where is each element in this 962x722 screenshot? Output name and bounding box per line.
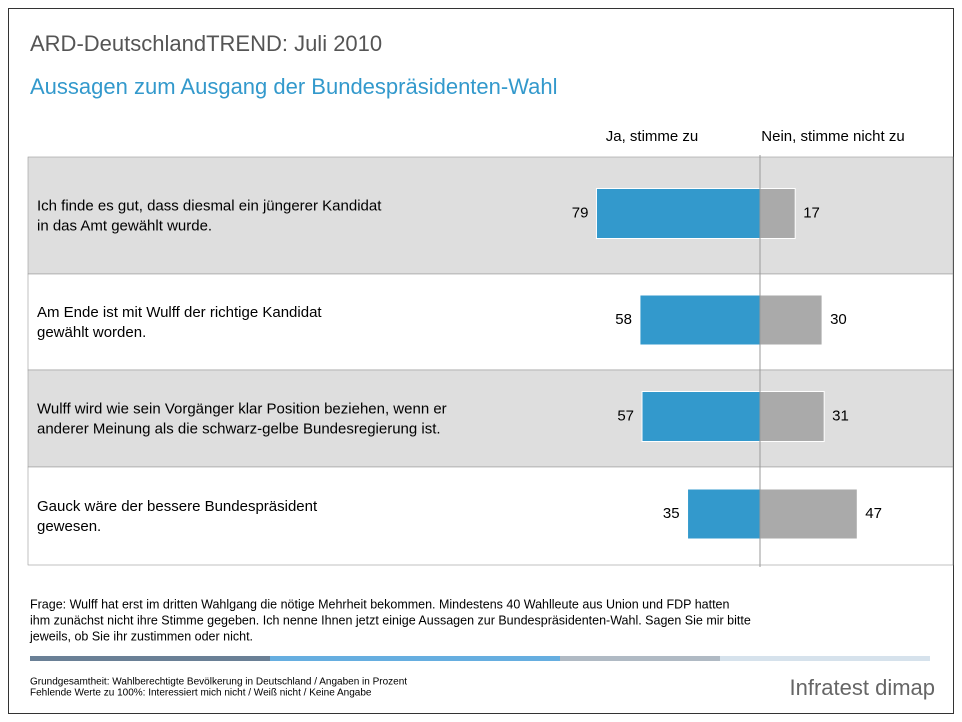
bar (639, 294, 761, 346)
value-label: 47 (865, 505, 882, 522)
category-label: gewesen. (37, 518, 101, 535)
category-label: Am Ende ist mit Wulff der richtige Kandi… (37, 304, 322, 321)
bar (759, 488, 858, 540)
legend-label: Nein, stimme nicht zu (761, 128, 904, 145)
bar (759, 391, 825, 442)
bar (759, 188, 796, 239)
value-label: 31 (832, 407, 849, 424)
category-label: Ich finde es gut, dass diesmal ein jünge… (37, 197, 382, 214)
question-text: Frage: Wulff hat erst im dritten Wahlgan… (30, 597, 729, 611)
category-label: Wulff wird wie sein Vorgänger klar Posit… (37, 400, 447, 417)
question-text: jeweils, ob Sie ihr zustimmen oder nicht… (29, 629, 253, 643)
value-label: 79 (572, 204, 589, 221)
bar (687, 488, 761, 540)
value-label: 30 (830, 311, 847, 328)
chart-subtitle: Aussagen zum Ausgang der Bundespräsident… (30, 74, 558, 99)
footnote: Fehlende Werte zu 100%: Interessiert mic… (30, 688, 372, 699)
category-label: anderer Meinung als die schwarz-gelbe Bu… (37, 420, 441, 437)
value-label: 35 (663, 505, 680, 522)
question-text: ihm zunächst nicht ihre Stimme gegeben. … (30, 613, 751, 627)
bar (595, 188, 761, 239)
value-label: 57 (617, 407, 634, 424)
footer-band (30, 656, 930, 661)
value-label: 58 (615, 311, 632, 328)
bar (641, 391, 761, 442)
category-label: gewählt worden. (37, 324, 146, 341)
bar (759, 294, 823, 346)
row-band (27, 156, 954, 275)
category-label: in das Amt gewählt wurde. (37, 217, 212, 234)
logo: Infratest dimap (789, 675, 935, 700)
legend-label: Ja, stimme zu (606, 128, 699, 145)
value-label: 17 (803, 204, 820, 221)
category-label: Gauck wäre der bessere Bundespräsident (37, 498, 318, 515)
footnote: Grundgesamtheit: Wahlberechtigte Bevölke… (30, 677, 407, 688)
chart-title: ARD-DeutschlandTREND: Juli 2010 (30, 31, 382, 56)
